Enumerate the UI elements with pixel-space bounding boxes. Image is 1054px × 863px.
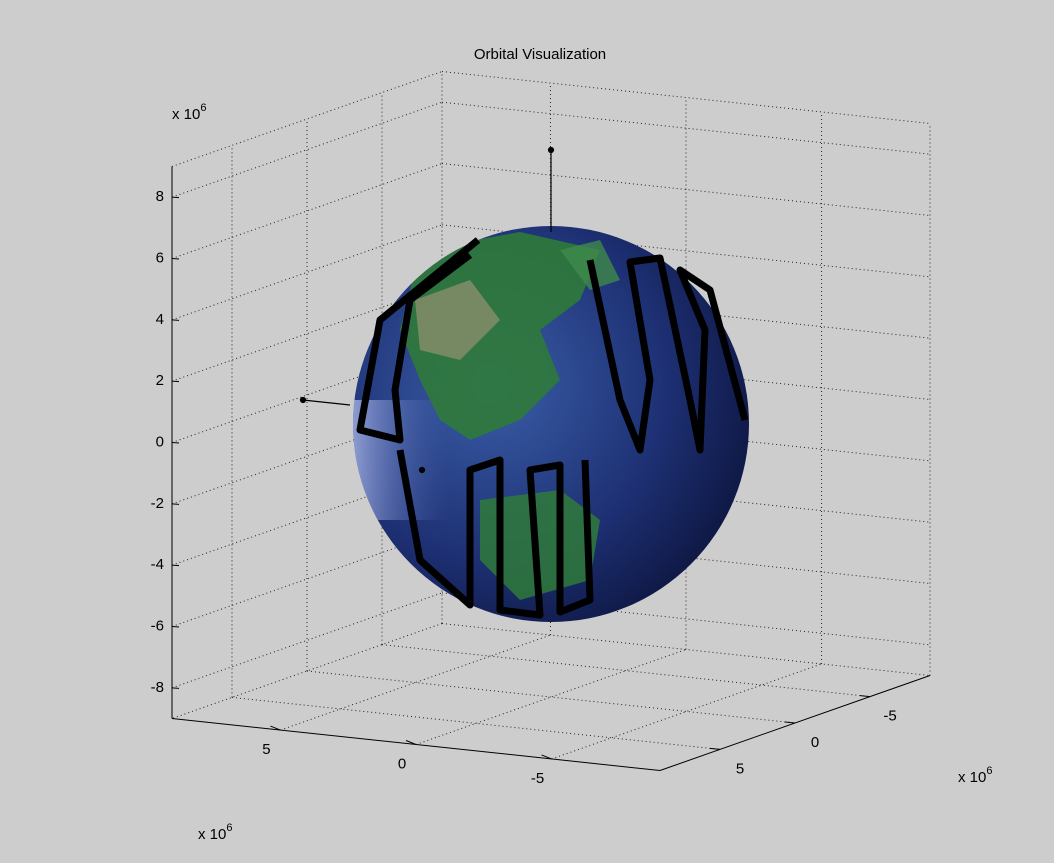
z-tick-label: -8 — [151, 679, 164, 696]
z-tick — [172, 688, 179, 689]
z-tick — [172, 381, 179, 382]
y-tick-label: -5 — [883, 708, 896, 725]
x-tick-label: -5 — [531, 770, 544, 787]
grid-line — [307, 671, 795, 723]
y-tick-label: 0 — [811, 734, 819, 751]
z-tick-label: 4 — [156, 311, 164, 328]
chart: -8 -6 -4 -2 0 2 4 6 8 5 0 -5 5 0 -5 Orbital Visualizat… — [0, 0, 1054, 863]
y-tick — [860, 696, 870, 697]
chart-title: Orbital Visualization — [474, 46, 606, 63]
z-tick — [172, 627, 179, 628]
z-tick-label: 8 — [156, 188, 164, 205]
multiplier-base: x 10 — [198, 826, 226, 843]
grid-line — [232, 697, 720, 749]
x-multiplier: x 106 — [198, 822, 232, 843]
z-tick-label: 2 — [156, 372, 164, 389]
z-multiplier: x 106 — [172, 102, 206, 123]
z-tick — [172, 565, 179, 566]
z-tick-label: 6 — [156, 249, 164, 266]
globe — [301, 148, 750, 623]
grid-line — [442, 102, 930, 154]
multiplier-exponent: 6 — [986, 765, 992, 777]
page: {"chart_data": {"type": "globe3d", "titl… — [0, 0, 1054, 863]
z-tick-label: 0 — [156, 433, 164, 450]
satellite-point — [549, 148, 554, 153]
satellite-point — [301, 398, 306, 403]
y-tick-label: 5 — [736, 760, 744, 777]
grid-line — [280, 635, 550, 730]
y-tick — [785, 722, 795, 723]
y-multiplier: x 106 — [958, 765, 992, 786]
z-tick-label: -6 — [151, 617, 164, 634]
z-tick — [172, 320, 179, 321]
satellite-stem — [303, 400, 350, 405]
satellite-point — [420, 468, 425, 473]
multiplier-base: x 10 — [958, 769, 986, 786]
x-tick-label: 5 — [262, 741, 270, 758]
z-tick-label: -4 — [151, 556, 164, 573]
y-tick — [710, 748, 720, 749]
multiplier-base: x 10 — [172, 106, 200, 123]
z-tick — [172, 443, 179, 444]
z-tick — [172, 259, 179, 260]
grid-line — [382, 645, 870, 697]
grid-line — [172, 593, 442, 688]
multiplier-exponent: 6 — [226, 822, 232, 834]
x-tick-label: 0 — [398, 755, 406, 772]
multiplier-exponent: 6 — [200, 102, 206, 114]
z-tick — [172, 504, 179, 505]
grid-line — [552, 664, 822, 759]
z-tick-label: -2 — [151, 495, 164, 512]
z-tick — [172, 197, 179, 198]
grid-line — [416, 650, 686, 745]
